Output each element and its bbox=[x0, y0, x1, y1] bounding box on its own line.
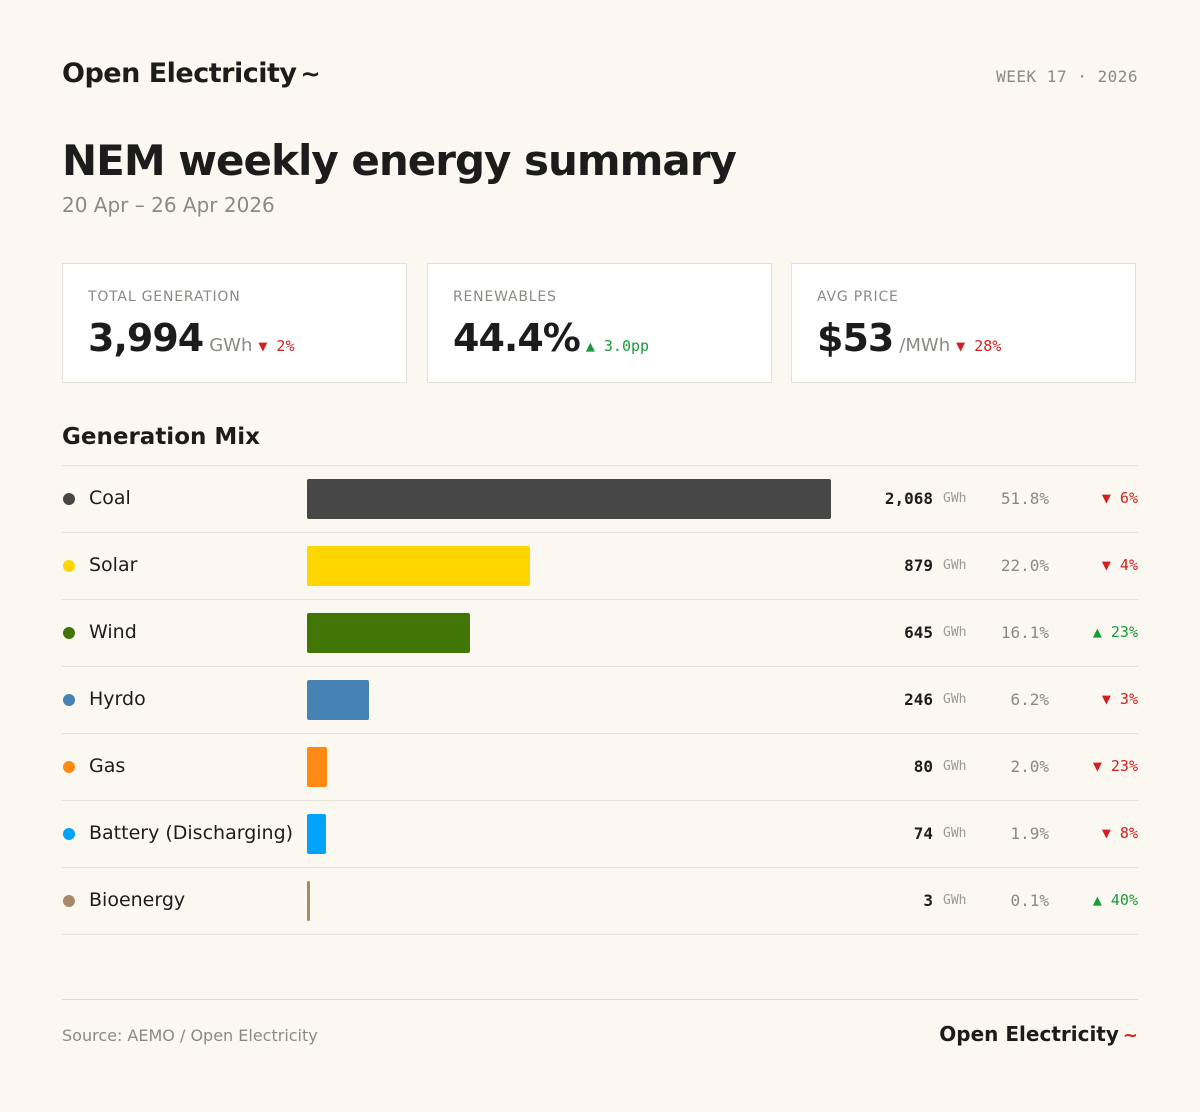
stat-change: ▲ 3.0pp bbox=[585, 337, 650, 355]
share-label: 51.8% bbox=[1000, 489, 1049, 508]
stat-change: ▼ 2% bbox=[258, 337, 295, 355]
fuel-label: Hyrdo bbox=[89, 688, 146, 710]
footer-brand-name: Open Electricity bbox=[939, 1022, 1119, 1046]
fuel-label: Battery (Discharging) bbox=[89, 822, 294, 844]
stat-value: $53 bbox=[817, 316, 894, 360]
stat-unit: GWh bbox=[209, 335, 253, 356]
legend-dot-icon bbox=[63, 895, 75, 907]
mix-row: Bioenergy 3 GWh 0.1% ▲ 40% bbox=[62, 868, 1138, 935]
unit-label: GWh bbox=[943, 692, 967, 707]
value-label: 2,068 bbox=[884, 489, 933, 508]
bar bbox=[307, 613, 470, 653]
mix-row: Gas 80 GWh 2.0% ▼ 23% bbox=[62, 734, 1138, 801]
legend-dot-icon bbox=[63, 493, 75, 505]
stat-card-avg-price: AVG PRICE $53/MWh ▼ 28% bbox=[791, 263, 1136, 383]
stat-change: ▼ 28% bbox=[956, 337, 1002, 355]
fuel-label: Coal bbox=[89, 487, 131, 509]
footer-divider bbox=[62, 999, 1138, 1000]
mix-row: Battery (Discharging) 74 GWh 1.9% ▼ 8% bbox=[62, 801, 1138, 868]
unit-label: GWh bbox=[943, 558, 967, 573]
mix-row: Solar 879 GWh 22.0% ▼ 4% bbox=[62, 533, 1138, 600]
value-label: 645 bbox=[904, 623, 933, 642]
bar bbox=[307, 747, 327, 787]
change-label: ▲ 40% bbox=[1092, 891, 1138, 909]
change-label: ▲ 23% bbox=[1092, 623, 1138, 641]
footer-wave-icon: ~ bbox=[1122, 1025, 1138, 1046]
brand-name: Open Electricity bbox=[62, 58, 297, 89]
generation-mix-chart: Coal 2,068 GWh 51.8% ▼ 6% Solar 879 GWh 22.0% ▼ 4… bbox=[62, 465, 1138, 935]
fuel-label: Gas bbox=[89, 755, 126, 777]
value-label: 879 bbox=[904, 556, 933, 575]
stat-label: RENEWABLES bbox=[453, 289, 557, 305]
summary-page: Open Electricity ~ WEEK 17 · 2026 NEM wee… bbox=[62, 0, 1138, 1112]
date-range: 20 Apr – 26 Apr 2026 bbox=[62, 193, 275, 217]
stat-cards: TOTAL GENERATION 3,994 GWh ▼ 2% RENEWABLES… bbox=[62, 263, 1138, 385]
change-label: ▼ 6% bbox=[1101, 489, 1138, 507]
stat-value: 44.4% bbox=[453, 316, 581, 360]
bar bbox=[307, 546, 530, 586]
legend-dot-icon bbox=[63, 761, 75, 773]
stat-card-total-generation: TOTAL GENERATION 3,994 GWh ▼ 2% bbox=[62, 263, 407, 383]
share-label: 2.0% bbox=[1010, 757, 1049, 776]
legend-dot-icon bbox=[63, 828, 75, 840]
section-title: Generation Mix bbox=[62, 424, 260, 450]
source-note: Source: AEMO / Open Electricity bbox=[62, 1026, 318, 1045]
page-title: NEM weekly energy summary bbox=[62, 136, 737, 185]
legend-dot-icon bbox=[63, 694, 75, 706]
header: Open Electricity ~ WEEK 17 · 2026 bbox=[62, 58, 1138, 92]
unit-label: GWh bbox=[943, 759, 967, 774]
brand-wave-icon: ~ bbox=[300, 60, 321, 88]
value-label: 246 bbox=[904, 690, 933, 709]
value-label: 80 bbox=[913, 757, 933, 776]
bar bbox=[307, 814, 326, 854]
week-label: WEEK 17 · 2026 bbox=[996, 67, 1138, 86]
brand-logo[interactable]: Open Electricity ~ bbox=[62, 58, 321, 89]
footer-brand[interactable]: Open Electricity ~ bbox=[939, 1022, 1138, 1046]
bar bbox=[307, 680, 369, 720]
change-label: ▼ 4% bbox=[1101, 556, 1138, 574]
change-label: ▼ 3% bbox=[1101, 690, 1138, 708]
mix-row: Wind 645 GWh 16.1% ▲ 23% bbox=[62, 600, 1138, 667]
stat-unit: /MWh bbox=[899, 335, 951, 356]
mix-row: Coal 2,068 GWh 51.8% ▼ 6% bbox=[62, 466, 1138, 533]
legend-dot-icon bbox=[63, 627, 75, 639]
change-label: ▼ 23% bbox=[1092, 757, 1138, 775]
unit-label: GWh bbox=[943, 826, 967, 841]
unit-label: GWh bbox=[943, 491, 967, 506]
fuel-label: Bioenergy bbox=[89, 889, 186, 911]
fuel-label: Wind bbox=[89, 621, 137, 643]
bar bbox=[307, 479, 831, 519]
share-label: 16.1% bbox=[1000, 623, 1049, 642]
stat-label: TOTAL GENERATION bbox=[88, 289, 241, 305]
unit-label: GWh bbox=[943, 893, 967, 908]
stat-card-renewables: RENEWABLES 44.4% ▲ 3.0pp bbox=[427, 263, 772, 383]
legend-dot-icon bbox=[63, 560, 75, 572]
share-label: 6.2% bbox=[1010, 690, 1049, 709]
change-label: ▼ 8% bbox=[1101, 824, 1138, 842]
unit-label: GWh bbox=[943, 625, 967, 640]
bar bbox=[307, 881, 310, 921]
share-label: 22.0% bbox=[1000, 556, 1049, 575]
mix-row: Hyrdo 246 GWh 6.2% ▼ 3% bbox=[62, 667, 1138, 734]
value-label: 74 bbox=[913, 824, 933, 843]
share-label: 1.9% bbox=[1010, 824, 1049, 843]
share-label: 0.1% bbox=[1010, 891, 1049, 910]
fuel-label: Solar bbox=[89, 554, 138, 576]
stat-value: 3,994 bbox=[88, 316, 204, 360]
stat-label: AVG PRICE bbox=[817, 289, 899, 305]
value-label: 3 bbox=[923, 891, 933, 910]
